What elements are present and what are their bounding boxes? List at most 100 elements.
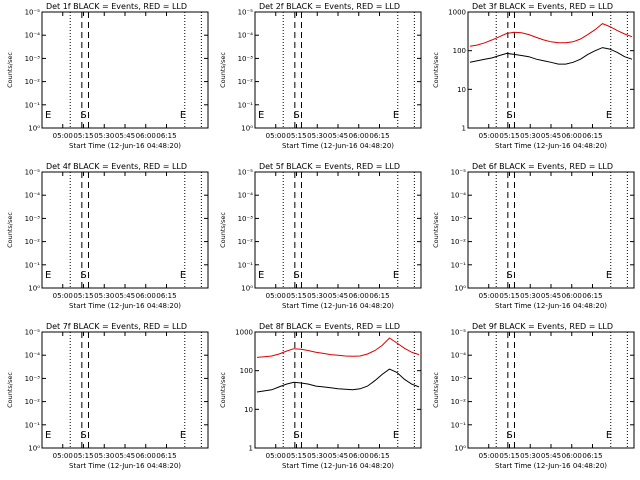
start-marker: S <box>80 270 86 281</box>
y-tick-label: 10⁻⁴ <box>25 192 41 200</box>
x-tick-label: 05:45 <box>328 292 348 300</box>
end-marker: E <box>606 110 612 121</box>
y-axis-label: Counts/sec <box>6 372 14 408</box>
events-series-line <box>256 368 420 393</box>
x-tick-label: 05:15 <box>73 132 93 140</box>
y-tick-label: 10⁻² <box>451 398 467 406</box>
x-tick-label: 06:00 <box>136 452 156 460</box>
y-tick-label: 10⁻⁵ <box>238 169 254 177</box>
x-tick-label: 05:30 <box>94 132 114 140</box>
y-axis-label: Counts/sec <box>219 212 227 248</box>
start-marker: S <box>293 430 299 441</box>
lld-series-line <box>256 337 420 358</box>
end-marker: E <box>606 270 612 281</box>
y-axis-label: Counts/sec <box>432 212 440 248</box>
end-marker: E <box>180 430 186 441</box>
end-marker: E <box>393 270 399 281</box>
y-tick-label: 10⁻³ <box>451 215 467 223</box>
x-tick-label: 05:00 <box>266 452 286 460</box>
x-tick-label: 05:15 <box>286 132 306 140</box>
panel-title: Det 9f BLACK = Events, RED = LLD <box>472 322 613 331</box>
start-marker: S <box>293 270 299 281</box>
y-axis-label: Counts/sec <box>6 52 14 88</box>
x-tick-label: 05:30 <box>520 132 540 140</box>
x-tick-label: 05:15 <box>73 292 93 300</box>
panel-title: Det 5f BLACK = Events, RED = LLD <box>259 162 400 171</box>
x-tick-label: 05:00 <box>53 452 73 460</box>
x-tick-label: 05:45 <box>115 132 135 140</box>
x-tick-label: 05:15 <box>499 292 519 300</box>
edge-marker: E <box>45 270 51 281</box>
edge-marker: E <box>258 270 264 281</box>
x-tick-label: 06:00 <box>349 452 369 460</box>
events-series-line <box>469 47 633 65</box>
x-tick-label: 05:45 <box>115 452 135 460</box>
x-tick-label: 06:00 <box>136 292 156 300</box>
x-axis-label: Start Time (12-Jun-16 04:48:20) <box>69 462 181 470</box>
panel-det5: Det 5f BLACK = Events, RED = LLD Counts/s… <box>219 162 422 310</box>
y-axis-label: Counts/sec <box>219 372 227 408</box>
x-tick-label: 05:45 <box>541 132 561 140</box>
x-tick-label: 05:30 <box>520 292 540 300</box>
edge-marker: E <box>45 110 51 121</box>
y-tick-label: 10⁻³ <box>25 375 41 383</box>
panel-title: Det 1f BLACK = Events, RED = LLD <box>46 2 187 11</box>
x-tick-label: 05:00 <box>479 132 499 140</box>
edge-marker: E <box>45 430 51 441</box>
y-tick-label: 10⁻⁴ <box>451 352 467 360</box>
y-tick-label: 10⁻⁵ <box>451 169 467 177</box>
panel-det1: Det 1f BLACK = Events, RED = LLD Counts/s… <box>6 2 209 150</box>
x-tick-label: 05:15 <box>499 452 519 460</box>
x-axis-label: Start Time (12-Jun-16 04:48:20) <box>282 302 394 310</box>
x-tick-label: 05:15 <box>286 292 306 300</box>
x-tick-label: 05:45 <box>328 452 348 460</box>
y-tick-label: 10⁰ <box>28 125 40 133</box>
x-tick-label: 05:45 <box>541 292 561 300</box>
x-tick-label: 05:00 <box>266 292 286 300</box>
y-tick-label: 10⁻¹ <box>238 101 254 109</box>
y-tick-label: 10⁻² <box>25 398 41 406</box>
x-tick-label: 06:15 <box>156 452 176 460</box>
x-tick-label: 05:00 <box>479 452 499 460</box>
y-tick-label: 10 <box>244 406 253 414</box>
x-tick-label: 05:30 <box>94 452 114 460</box>
y-tick-label: 10⁻³ <box>25 55 41 63</box>
x-tick-label: 06:00 <box>136 132 156 140</box>
y-tick-label: 10⁻² <box>238 238 254 246</box>
x-tick-label: 05:15 <box>286 452 306 460</box>
x-axis-label: Start Time (12-Jun-16 04:48:20) <box>282 462 394 470</box>
end-marker: E <box>393 110 399 121</box>
x-tick-label: 05:45 <box>541 452 561 460</box>
x-tick-label: 06:00 <box>562 452 582 460</box>
end-marker: E <box>606 430 612 441</box>
panel-det6: Det 6f BLACK = Events, RED = LLD Counts/s… <box>432 162 635 310</box>
y-axis-label: Counts/sec <box>6 212 14 248</box>
y-tick-label: 10⁻¹ <box>25 101 41 109</box>
y-tick-label: 10⁻⁴ <box>451 192 467 200</box>
edge-marker: E <box>258 110 264 121</box>
x-tick-label: 05:30 <box>520 452 540 460</box>
panel-title: Det 3f BLACK = Events, RED = LLD <box>472 2 613 11</box>
y-tick-label: 10⁰ <box>241 285 253 293</box>
x-tick-label: 05:45 <box>115 292 135 300</box>
end-marker: E <box>180 270 186 281</box>
panel-det2: Det 2f BLACK = Events, RED = LLD Counts/s… <box>219 2 422 150</box>
end-marker: E <box>393 430 399 441</box>
y-tick-label: 100 <box>453 47 466 55</box>
start-marker: S <box>80 430 86 441</box>
start-marker: S <box>293 110 299 121</box>
panel-det9: Det 9f BLACK = Events, RED = LLD Counts/s… <box>432 322 635 470</box>
panel-det8: Det 8f BLACK = Events, RED = LLD Counts/s… <box>219 322 422 470</box>
x-tick-label: 05:30 <box>307 452 327 460</box>
y-axis-label: Counts/sec <box>432 372 440 408</box>
x-tick-label: 05:30 <box>94 292 114 300</box>
y-tick-label: 10⁻³ <box>25 215 41 223</box>
y-tick-label: 10 <box>457 86 466 94</box>
panel-title: Det 2f BLACK = Events, RED = LLD <box>259 2 400 11</box>
x-tick-label: 06:15 <box>582 292 602 300</box>
panel-det4: Det 4f BLACK = Events, RED = LLD Counts/s… <box>6 162 209 310</box>
y-tick-label: 10⁰ <box>454 285 466 293</box>
panel-title: Det 6f BLACK = Events, RED = LLD <box>472 162 613 171</box>
y-tick-label: 1 <box>249 445 253 453</box>
y-tick-label: 10⁰ <box>241 125 253 133</box>
